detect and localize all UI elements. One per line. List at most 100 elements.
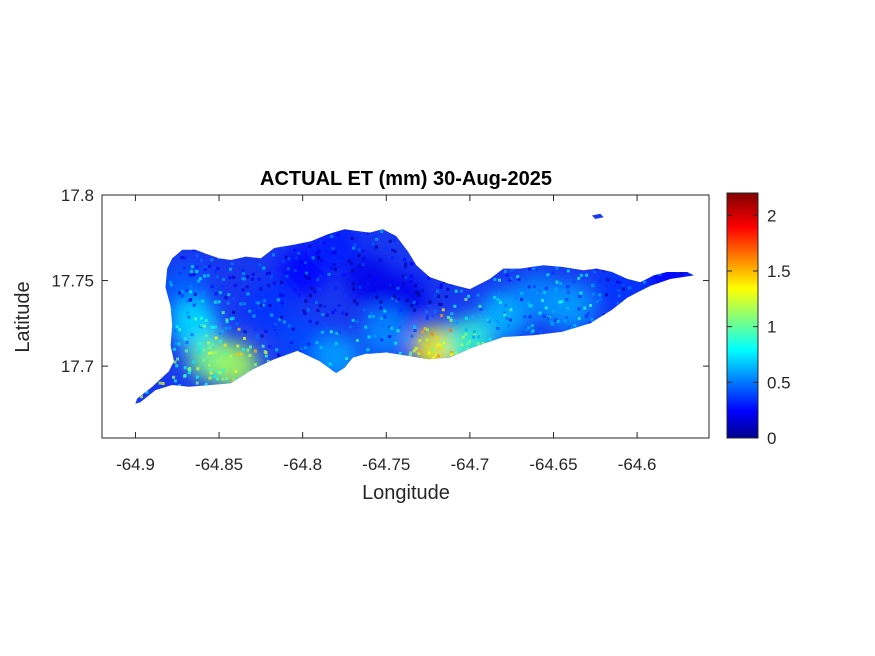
- et-speckle: [185, 341, 189, 344]
- et-speckle: [382, 390, 386, 394]
- et-speckle: [298, 350, 302, 354]
- et-speckle: [196, 367, 200, 371]
- island-layer: [135, 213, 694, 404]
- et-speckle: [427, 266, 431, 270]
- et-speckle: [430, 229, 434, 232]
- et-speckle: [224, 240, 228, 243]
- et-speckle: [172, 347, 176, 351]
- et-speckle: [225, 318, 229, 322]
- et-speckle: [373, 334, 377, 338]
- et-speckle: [457, 388, 461, 392]
- et-speckle: [569, 231, 573, 235]
- et-speckle: [415, 302, 419, 306]
- et-speckle: [692, 252, 694, 256]
- et-speckle: [689, 277, 693, 281]
- et-speckle: [140, 395, 143, 399]
- et-speckle: [659, 252, 663, 256]
- et-speckle: [277, 353, 281, 357]
- et-speckle: [379, 306, 383, 310]
- et-speckle: [520, 262, 524, 266]
- et-speckle: [221, 284, 225, 288]
- et-speckle: [319, 345, 323, 349]
- et-speckle: [569, 368, 573, 372]
- et-speckle: [380, 338, 384, 342]
- et-speckle: [145, 390, 149, 394]
- et-speckle: [330, 346, 334, 350]
- et-speckle: [274, 322, 278, 326]
- et-speckle: [412, 394, 416, 398]
- et-speckle: [329, 330, 333, 334]
- et-speckle: [387, 325, 391, 329]
- et-speckle: [315, 251, 319, 255]
- et-speckle: [154, 305, 158, 309]
- et-speckle: [435, 378, 438, 382]
- et-speckle: [337, 373, 341, 377]
- et-speckle: [156, 275, 160, 279]
- et-speckle: [392, 294, 396, 298]
- et-speckle: [588, 337, 592, 341]
- et-speckle: [580, 394, 584, 398]
- et-speckle: [393, 238, 396, 242]
- et-speckle: [216, 377, 219, 381]
- et-speckle: [151, 308, 155, 312]
- et-speckle: [410, 334, 414, 338]
- et-speckle: [381, 323, 385, 327]
- et-speckle: [505, 249, 509, 252]
- et-speckle: [667, 403, 671, 404]
- et-speckle: [258, 382, 262, 386]
- et-speckle: [282, 320, 286, 324]
- et-speckle: [409, 378, 413, 381]
- et-speckle: [399, 229, 403, 233]
- et-speckle: [546, 238, 550, 242]
- et-speckle: [308, 319, 312, 323]
- et-speckle: [227, 293, 231, 297]
- et-speckle: [236, 253, 240, 257]
- et-speckle: [240, 384, 244, 388]
- et-speckle: [389, 387, 393, 391]
- et-speckle: [428, 259, 432, 263]
- et-speckle: [276, 298, 280, 302]
- et-speckle: [428, 304, 432, 308]
- et-speckle: [247, 370, 251, 374]
- et-speckle: [550, 241, 554, 245]
- et-speckle: [419, 287, 423, 291]
- et-speckle: [316, 278, 320, 282]
- et-speckle: [361, 257, 365, 261]
- y-axis-label: Latitude: [12, 281, 34, 352]
- et-speckle: [245, 396, 249, 400]
- et-speckle: [514, 348, 518, 352]
- et-speckle: [585, 273, 589, 277]
- et-speckle: [565, 316, 568, 319]
- et-speckle: [245, 285, 249, 289]
- et-speckle: [232, 403, 236, 404]
- et-speckle: [173, 395, 177, 399]
- et-speckle: [189, 298, 193, 302]
- et-speckle: [265, 272, 269, 276]
- et-speckle: [643, 257, 647, 260]
- et-speckle: [599, 369, 603, 373]
- et-speckle: [546, 240, 550, 244]
- et-speckle: [566, 285, 570, 289]
- et-speckle: [569, 369, 573, 373]
- et-speckle: [425, 317, 429, 321]
- et-speckle: [402, 282, 405, 286]
- et-speckle: [221, 311, 225, 315]
- et-speckle: [201, 291, 205, 295]
- et-speckle: [638, 332, 641, 336]
- et-speckle: [559, 386, 562, 390]
- et-speckle: [600, 372, 604, 375]
- et-speckle: [630, 320, 634, 323]
- et-speckle: [195, 270, 199, 273]
- et-speckle: [632, 235, 636, 239]
- et-speckle: [451, 278, 455, 282]
- et-speckle: [464, 316, 468, 320]
- et-speckle: [152, 327, 156, 330]
- et-speckle: [544, 306, 548, 310]
- et-speckle: [487, 266, 491, 270]
- et-speckle: [299, 278, 303, 282]
- et-speckle: [163, 236, 167, 240]
- et-speckle: [271, 236, 275, 240]
- et-speckle: [575, 371, 579, 375]
- et-speckle: [454, 351, 458, 355]
- et-speckle: [314, 301, 318, 304]
